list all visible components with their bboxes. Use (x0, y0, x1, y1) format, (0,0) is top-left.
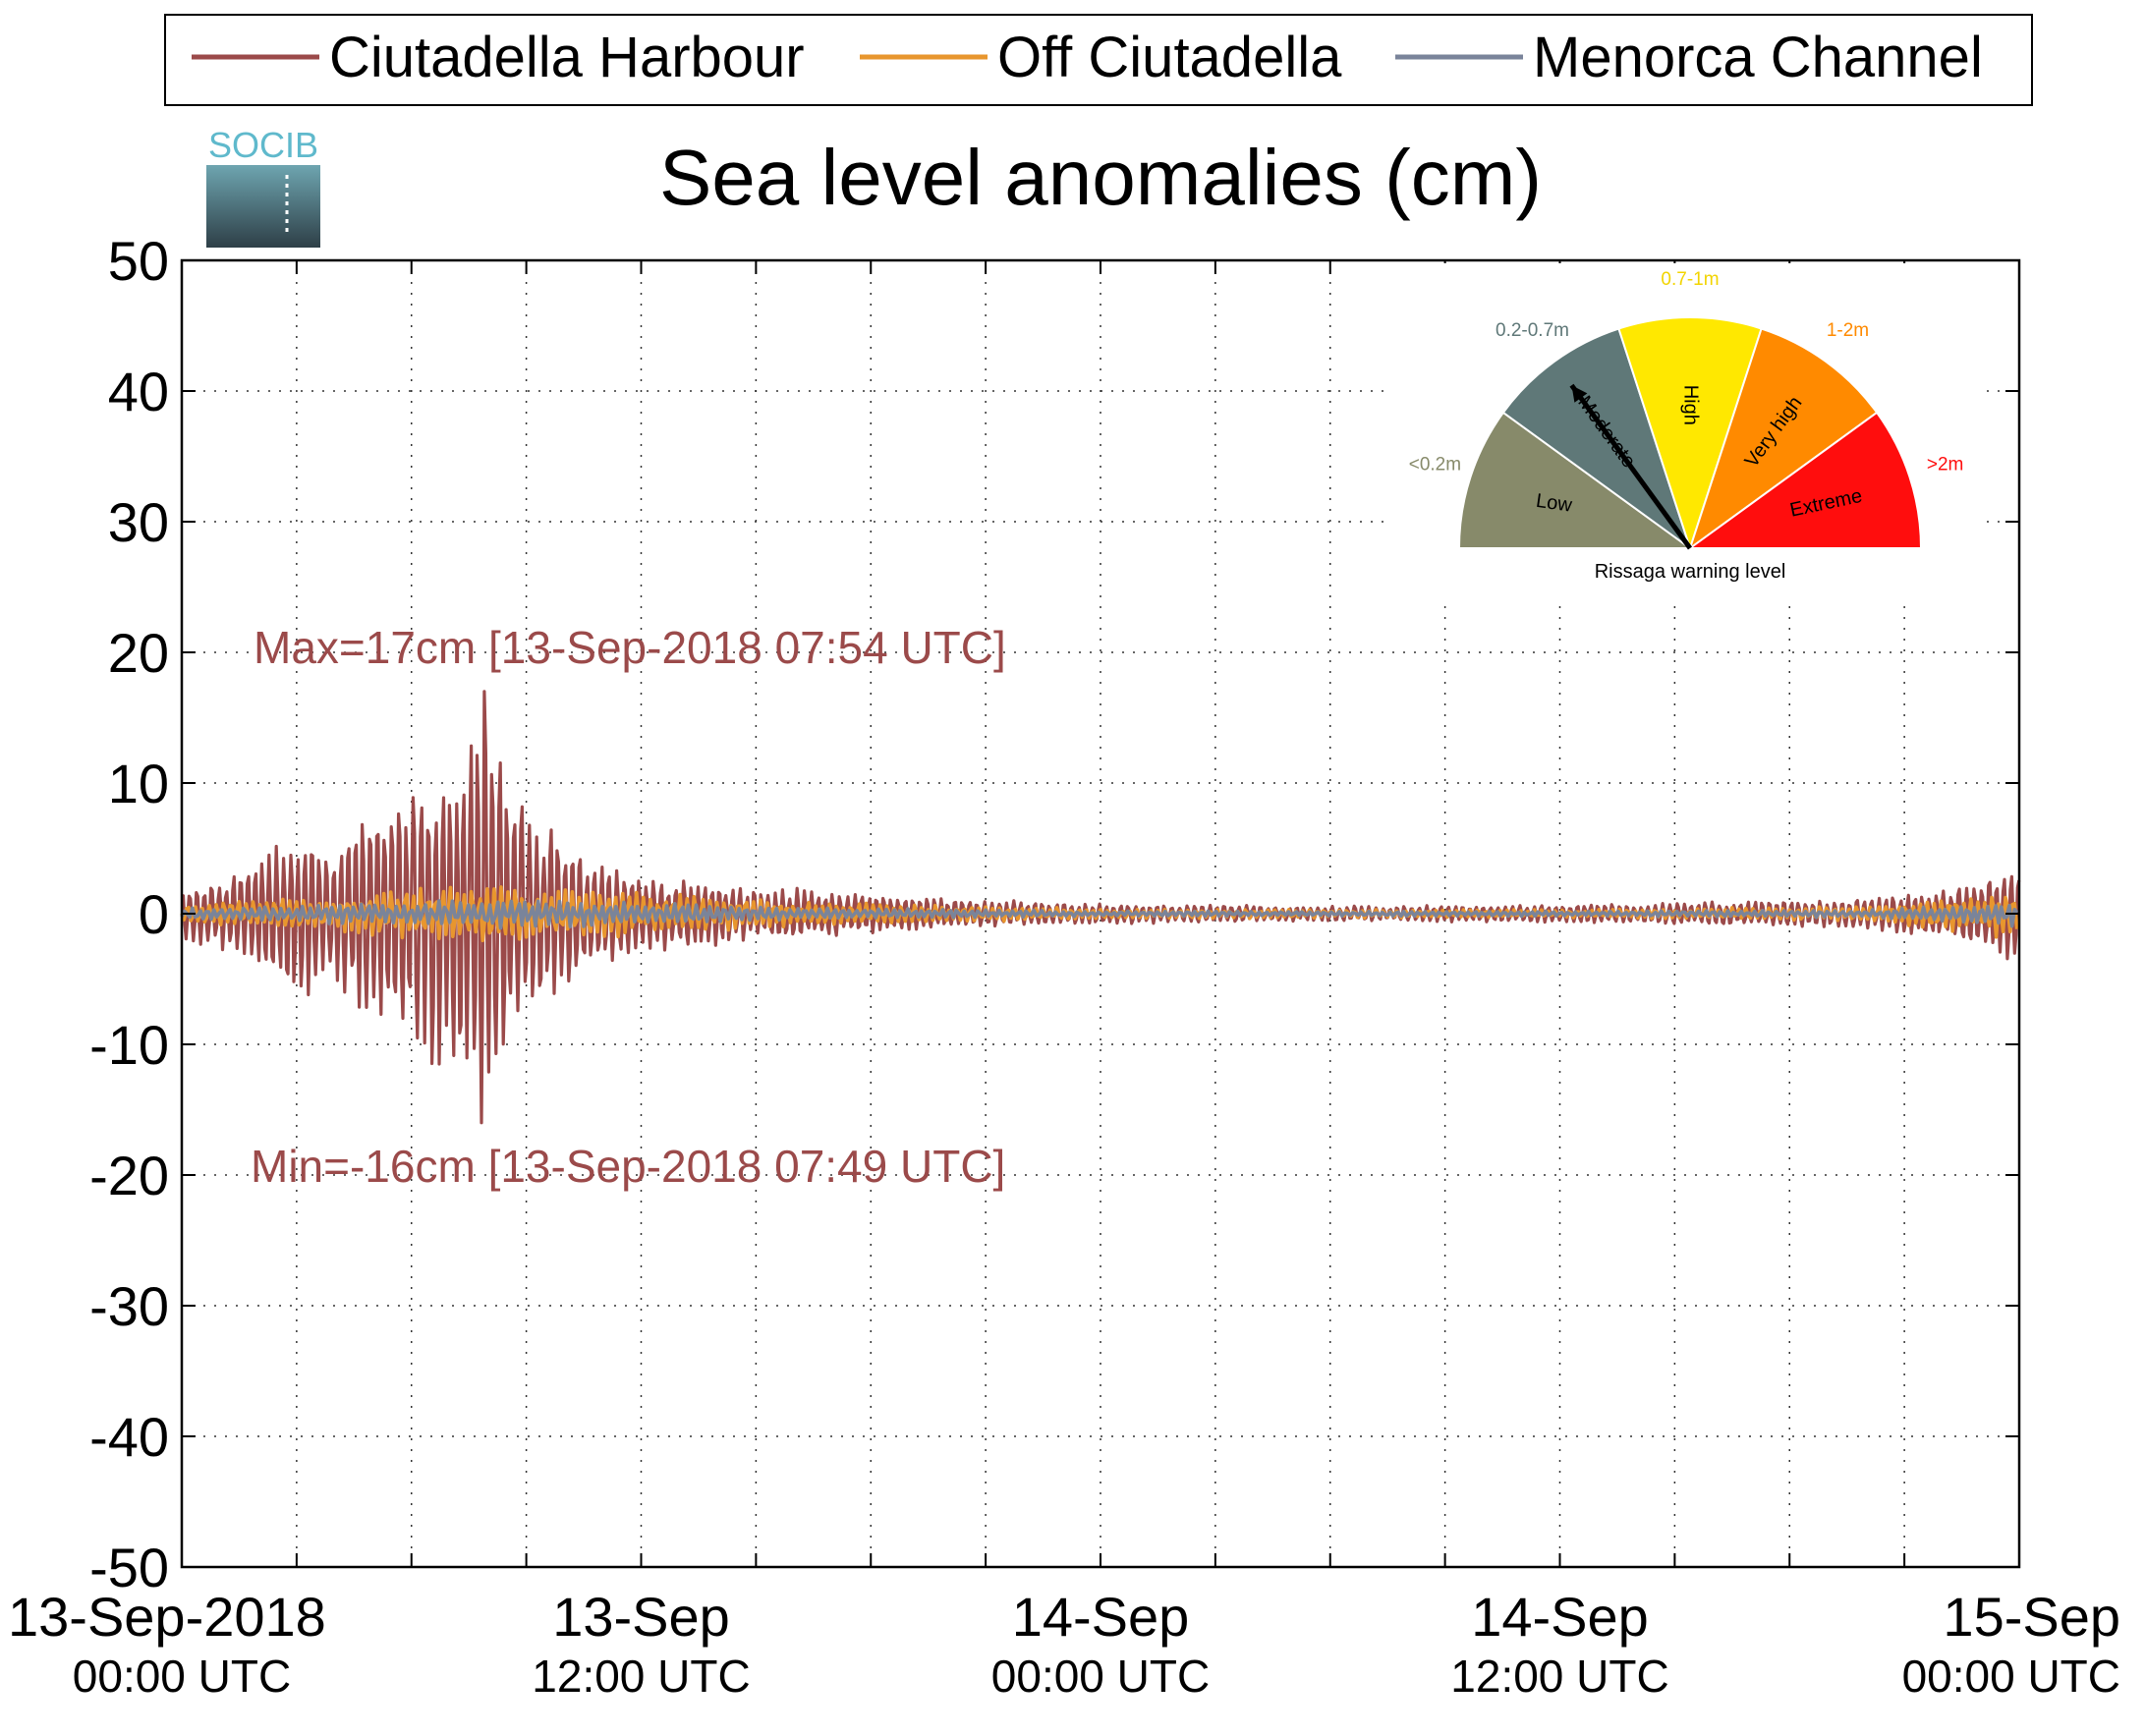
legend: Ciutadella Harbour Off Ciutadella Menorca … (164, 14, 2033, 106)
x-tick-date-0: 13-Sep-2018 (8, 1586, 326, 1648)
legend-label-2: Menorca Channel (1533, 26, 1983, 89)
legend-label-1: Off Ciutadella (997, 26, 1342, 89)
series-lines (180, 690, 2021, 1125)
x-tick-date-3: 14-Sep (1471, 1586, 1649, 1648)
series-line-0 (181, 690, 2021, 1125)
gauge-caption: Rissaga warning level (1595, 561, 1786, 583)
gauge-range-label-1: 0.2-0.7m (1496, 320, 1569, 341)
x-tick-time-4: 00:00 UTC (1902, 1651, 2120, 1702)
y-tick-label-5: 0 (139, 883, 169, 945)
chart-title: Sea level anomalies (cm) (659, 134, 1542, 221)
y-tick-label-2: 30 (108, 491, 169, 553)
y-tick-label-0: 50 (108, 230, 169, 292)
y-axis-tick-labels: 50 40 30 20 10 0 -10 -20 -30 -40 -50 (89, 230, 169, 1598)
axis-ticks (182, 259, 2019, 1568)
y-tick-label-6: -10 (89, 1014, 169, 1076)
gauge-sector-3 (1688, 327, 1879, 551)
gauge-level-label-2: High (1680, 385, 1702, 425)
y-tick-label-7: -20 (89, 1145, 169, 1206)
y-tick-label-4: 10 (108, 753, 169, 814)
max-annotation: Max=17cm [13-Sep-2018 07:54 UTC] (254, 622, 1006, 673)
logo-block (206, 165, 320, 248)
y-tick-label-10: -50 (89, 1537, 169, 1598)
gauge-level-label-0: Low (1535, 490, 1574, 517)
legend-box (164, 14, 2033, 106)
gauge-sector-1 (1501, 327, 1692, 551)
gauge-range-label-2: 0.7-1m (1661, 269, 1719, 290)
y-tick-label-1: 40 (108, 361, 169, 422)
logo-text: SOCIB (208, 125, 318, 165)
gauge-range-label-3: 1-2m (1827, 320, 1869, 341)
x-tick-time-2: 00:00 UTC (991, 1651, 1210, 1702)
legend-items: Ciutadella Harbour Off Ciutadella Menorca … (192, 26, 1983, 89)
y-tick-label-9: -40 (89, 1406, 169, 1468)
x-tick-date-4: 15-Sep (1943, 1586, 2120, 1648)
gauge-range-label-0: <0.2m (1409, 455, 1461, 476)
gauge-needle (1569, 383, 1693, 550)
legend-label-0: Ciutadella Harbour (329, 26, 805, 89)
min-annotation: Min=-16cm [13-Sep-2018 07:49 UTC] (251, 1141, 1005, 1192)
gauge-range-label-4: >2m (1927, 455, 1964, 476)
x-tick-time-3: 12:00 UTC (1450, 1651, 1668, 1702)
series-line-2 (180, 899, 2019, 930)
y-tick-label-8: -30 (89, 1275, 169, 1337)
y-tick-label-3: 20 (108, 622, 169, 684)
gauge-sector-0 (1457, 411, 1694, 549)
gauge-sector-4 (1686, 411, 1923, 549)
socib-logo: SOCIB (206, 125, 320, 248)
x-tick-time-1: 12:00 UTC (532, 1651, 750, 1702)
gauge-sector-2 (1617, 316, 1763, 552)
x-tick-date-1: 13-Sep (552, 1586, 730, 1648)
gauge-needle-head (1571, 385, 1588, 403)
x-tick-date-2: 14-Sep (1012, 1586, 1190, 1648)
x-tick-time-0: 00:00 UTC (73, 1651, 291, 1702)
